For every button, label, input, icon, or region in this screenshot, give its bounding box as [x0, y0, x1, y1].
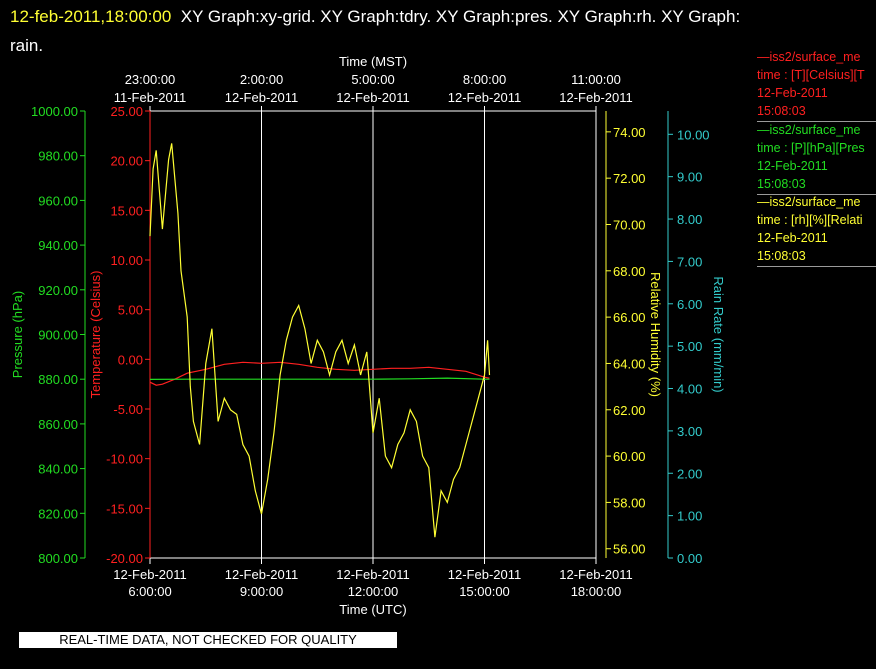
legend-temperature[interactable]: —iss2/surface_me time : [T][Celsius][T 1…	[757, 48, 876, 122]
bottom-tick-time: 12:00:00	[348, 584, 399, 599]
temperature-tick-label: -15.00	[106, 501, 143, 516]
legend-pressure[interactable]: —iss2/surface_me time : [P][hPa][Pres 12…	[757, 121, 876, 195]
humidity-tick-label: 64.00	[613, 356, 646, 371]
legend-series-time: 15:08:03	[757, 104, 806, 118]
humidity-tick-label: 60.00	[613, 449, 646, 464]
top-tick-date: 12-Feb-2011	[559, 90, 632, 105]
legend-series-date: 12-Feb-2011	[757, 231, 828, 245]
rain-tick-label: 3.00	[677, 424, 702, 439]
rain-tick-label: 0.00	[677, 551, 702, 566]
humidity-tick-label: 58.00	[613, 495, 646, 510]
grid-lines	[261, 111, 485, 558]
bottom-tick-time: 18:00:00	[571, 584, 622, 599]
pressure-series-line	[149, 377, 490, 380]
timestamp-label: 12-feb-2011,18:00:00	[10, 7, 172, 26]
humidity-tick-label: 72.00	[613, 171, 646, 186]
pressure-tick-label: 1000.00	[31, 104, 78, 119]
legend-humidity[interactable]: —iss2/surface_me time : [rh][%][Relati 1…	[757, 193, 876, 267]
pressure-tick-label: 800.00	[38, 551, 78, 566]
temperature-tick-label: 10.00	[110, 253, 143, 268]
legend-series-time: 15:08:03	[757, 177, 806, 191]
rain-axis-title: Rain Rate (mm/min)	[711, 276, 726, 392]
rain-tick-label: 6.00	[677, 297, 702, 312]
humidity-tick-label: 62.00	[613, 403, 646, 418]
pressure-tick-label: 960.00	[38, 193, 78, 208]
rain-tick-label: 9.00	[677, 170, 702, 185]
pressure-axis-title: Pressure (hPa)	[10, 291, 25, 378]
pressure-tick-label: 920.00	[38, 283, 78, 298]
top-tick-date: 12-Feb-2011	[225, 90, 298, 105]
graph-list: XY Graph:xy-grid. XY Graph:tdry. XY Grap…	[180, 7, 741, 26]
graph-title: 12-feb-2011,18:00:00 XY Graph:xy-grid. X…	[10, 2, 850, 60]
bottom-tick-date: 12-Feb-2011	[336, 567, 409, 582]
temperature-series-line	[149, 361, 490, 386]
top-tick-date: 12-Feb-2011	[448, 90, 521, 105]
humidity-series-line	[149, 143, 491, 538]
pressure-tick-label: 820.00	[38, 506, 78, 521]
legend-series-date: 12-Feb-2011	[757, 86, 828, 100]
bottom-tick-time: 15:00:00	[459, 584, 510, 599]
legend-divider	[757, 121, 876, 122]
pressure-tick-label: 900.00	[38, 328, 78, 343]
bottom-tick-time: 6:00:00	[128, 584, 171, 599]
top-tick-time: 8:00:00	[463, 72, 506, 87]
rain-tick-label: 4.00	[677, 382, 702, 397]
pressure-tick-label: 980.00	[38, 149, 78, 164]
temperature-tick-label: 20.00	[110, 154, 143, 169]
temperature-tick-label: -5.00	[113, 402, 143, 417]
bottom-tick-date: 12-Feb-2011	[113, 567, 186, 582]
rain-tick-label: 2.00	[677, 466, 702, 481]
legend-series-variable: time : [rh][%][Relati	[757, 213, 863, 227]
legend-divider	[757, 266, 876, 267]
axis-text: 23:00:00 11-Feb-2011 2:00:00 12-Feb-2011 5:0…	[10, 54, 726, 617]
temperature-tick-label: 15.00	[110, 203, 143, 218]
top-tick-time: 11:00:00	[571, 72, 621, 87]
humidity-tick-label: 70.00	[613, 217, 646, 232]
temperature-tick-label: 5.00	[118, 303, 143, 318]
top-tick-time: 5:00:00	[351, 72, 394, 87]
top-tick-date: 12-Feb-2011	[336, 90, 409, 105]
temperature-tick-label: -10.00	[106, 452, 143, 467]
temperature-axis-title: Temperature (Celsius)	[88, 271, 103, 399]
humidity-axis-title: Relative Humidity (%)	[648, 272, 663, 397]
bottom-tick-time: 9:00:00	[240, 584, 283, 599]
rain-tick-label: 10.00	[677, 127, 710, 142]
bottom-tick-date: 12-Feb-2011	[225, 567, 298, 582]
humidity-tick-label: 56.00	[613, 542, 646, 557]
rain-tick-label: 8.00	[677, 212, 702, 227]
pressure-tick-label: 860.00	[38, 417, 78, 432]
rain-tick-label: 7.00	[677, 254, 702, 269]
graph-list-continuation: rain.	[10, 36, 44, 55]
quality-notice: REAL-TIME DATA, NOT CHECKED FOR QUALITY	[19, 632, 397, 648]
humidity-tick-label: 68.00	[613, 264, 646, 279]
pressure-tick-label: 940.00	[38, 238, 78, 253]
legend-series-variable: time : [P][hPa][Pres	[757, 141, 865, 155]
top-tick-time: 23:00:00	[125, 72, 176, 87]
top-tick-date: 11-Feb-2011	[114, 90, 187, 105]
axes	[80, 106, 673, 564]
humidity-tick-label: 66.00	[613, 310, 646, 325]
legend-divider	[757, 194, 876, 195]
legend-series-time: 15:08:03	[757, 249, 806, 263]
legend-series-name: —iss2/surface_me	[757, 123, 861, 137]
rain-tick-label: 5.00	[677, 339, 702, 354]
legend-series-name: —iss2/surface_me	[757, 50, 861, 64]
pressure-tick-label: 840.00	[38, 462, 78, 477]
data-series	[149, 143, 491, 538]
top-axis-title: Time (MST)	[339, 54, 407, 69]
temperature-tick-label: -20.00	[106, 551, 143, 566]
bottom-tick-date: 12-Feb-2011	[448, 567, 521, 582]
temperature-tick-label: 0.00	[118, 352, 143, 367]
bottom-tick-date: 12-Feb-2011	[559, 567, 632, 582]
rain-tick-label: 1.00	[677, 509, 702, 524]
top-tick-time: 2:00:00	[240, 72, 283, 87]
legend-series-variable: time : [T][Celsius][T	[757, 68, 865, 82]
bottom-axis-title: Time (UTC)	[339, 602, 406, 617]
temperature-tick-label: 25.00	[110, 104, 143, 119]
pressure-tick-label: 880.00	[38, 372, 78, 387]
humidity-tick-label: 74.00	[613, 125, 646, 140]
legend-series-date: 12-Feb-2011	[757, 159, 828, 173]
legend-series-name: —iss2/surface_me	[757, 195, 861, 209]
